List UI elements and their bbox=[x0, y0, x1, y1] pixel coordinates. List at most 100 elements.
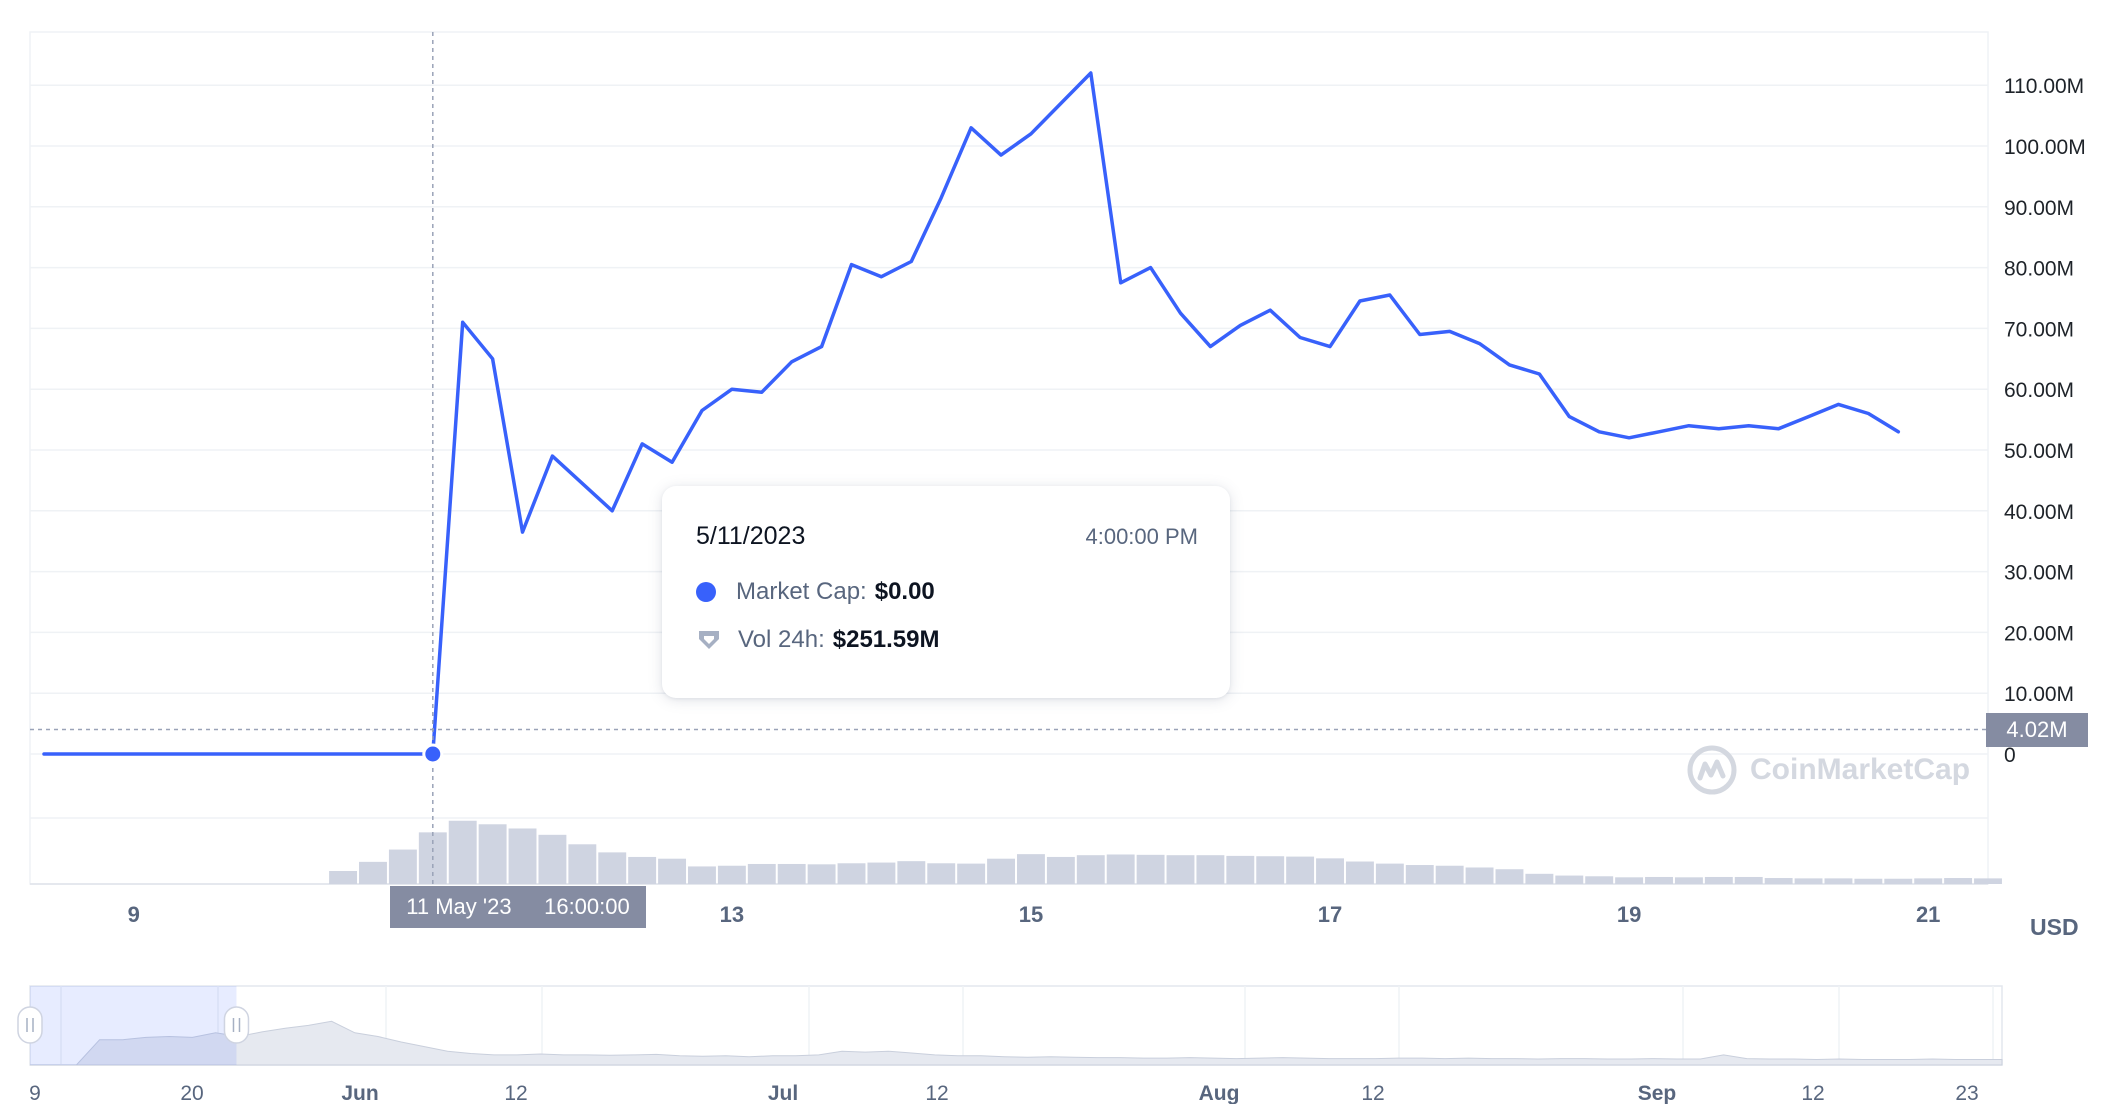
y-tick-label: 20.00M bbox=[2004, 622, 2074, 645]
volume-bar bbox=[478, 824, 507, 884]
range-navigator[interactable]: 9 20 Jun 12 Jul 12 Aug 12 Sep 12 23 bbox=[17, 985, 2003, 1104]
volume-bar bbox=[1046, 856, 1075, 884]
volume-bar bbox=[1166, 855, 1195, 884]
volume-bar bbox=[927, 863, 956, 884]
volume-bar bbox=[359, 861, 387, 884]
navigator-right-handle[interactable] bbox=[223, 1006, 250, 1044]
handle-knob bbox=[17, 1006, 43, 1044]
volume-bar bbox=[1495, 869, 1524, 884]
tooltip-market-cap-label: Market Cap: bbox=[736, 578, 867, 605]
volume-bar bbox=[568, 844, 597, 884]
tooltip-time: 4:00:00 PM bbox=[1085, 524, 1198, 549]
volume-bar bbox=[1226, 855, 1255, 884]
volume-bar bbox=[957, 863, 986, 884]
volume-bar bbox=[538, 834, 567, 884]
volume-bar bbox=[897, 861, 926, 884]
navigator-label: Jul bbox=[768, 1082, 798, 1104]
y-tick-label: 40.00M bbox=[2004, 501, 2074, 524]
volume-bar bbox=[1017, 854, 1045, 884]
tooltip-market-cap-value: $0.00 bbox=[874, 578, 935, 605]
volume-bar bbox=[1704, 876, 1733, 884]
volume-bar bbox=[747, 863, 776, 884]
volume-bar bbox=[688, 866, 716, 884]
y-tick-label: 50.00M bbox=[2004, 440, 2074, 463]
y-tick-label: 90.00M bbox=[2004, 197, 2074, 220]
volume-bar bbox=[1076, 855, 1105, 884]
y-tick-label: 0 bbox=[2004, 744, 2016, 767]
x-tick-label: 9 bbox=[128, 902, 140, 927]
navigator-label: 23 bbox=[1955, 1082, 1978, 1104]
navigator-label: 9 bbox=[29, 1082, 41, 1104]
y-tick-label: 80.00M bbox=[2004, 258, 2074, 281]
volume-bar bbox=[1884, 878, 1913, 884]
volume-bar bbox=[1615, 877, 1644, 884]
navigator-area bbox=[30, 1020, 2003, 1066]
x-tick-label: 19 bbox=[1617, 902, 1641, 927]
volume-bar bbox=[388, 849, 417, 884]
crosshair-price-label: 4.02M bbox=[1986, 713, 2088, 747]
navigator-label: 12 bbox=[925, 1082, 948, 1104]
tooltip-volume-row: Vol 24h: $251.59M bbox=[696, 626, 940, 654]
volume-bar bbox=[1405, 865, 1434, 884]
volume-bar bbox=[837, 863, 866, 884]
volume-bar bbox=[1914, 878, 1943, 884]
volume-shield-icon bbox=[699, 631, 719, 649]
x-tick-label: 13 bbox=[720, 902, 744, 927]
volume-bar bbox=[1286, 856, 1315, 884]
navigator-label: Aug bbox=[1199, 1082, 1240, 1104]
x-axis: 9 13 15 17 19 21 bbox=[128, 902, 1941, 927]
volume-bar bbox=[1734, 876, 1763, 884]
volume-bar bbox=[658, 858, 687, 884]
currency-label: USD bbox=[2030, 914, 2079, 940]
volume-bar bbox=[867, 862, 896, 884]
volume-bar bbox=[1555, 875, 1584, 884]
chart-tooltip: 5/11/2023 4:00:00 PM Market Cap: $0.00 V… bbox=[662, 486, 1230, 698]
y-tick-label: 30.00M bbox=[2004, 562, 2074, 585]
volume-bar bbox=[1944, 878, 1973, 884]
y-axis: 0 10.00M 20.00M 30.00M 40.00M 50.00M 60.00M 70.… bbox=[2004, 75, 2086, 767]
volume-bar bbox=[1106, 854, 1135, 884]
crosshair-time: 16:00:00 bbox=[544, 894, 630, 919]
tooltip-date: 5/11/2023 bbox=[696, 522, 806, 550]
market-cap-series-line bbox=[42, 71, 1901, 756]
volume-bar bbox=[807, 864, 836, 884]
coinmarketcap-watermark: CoinMarketCap bbox=[1686, 744, 1970, 796]
watermark-text: CoinMarketCap bbox=[1750, 753, 1971, 786]
volume-bar bbox=[1435, 865, 1464, 884]
volume-bar bbox=[1645, 876, 1673, 884]
volume-bar bbox=[777, 863, 806, 884]
navigator-label: Jun bbox=[341, 1082, 378, 1104]
volume-bar bbox=[717, 865, 746, 884]
x-tick-label: 21 bbox=[1916, 902, 1940, 927]
volume-bar bbox=[1585, 876, 1614, 884]
volume-bar bbox=[987, 858, 1015, 884]
volume-bar bbox=[1196, 855, 1225, 884]
navigator-left-handle[interactable] bbox=[17, 1006, 43, 1044]
volume-bar bbox=[1316, 858, 1344, 884]
volume-bar bbox=[1136, 854, 1165, 884]
y-tick-label: 70.00M bbox=[2004, 318, 2074, 341]
market-cap-dot-icon bbox=[696, 582, 716, 602]
volume-bar bbox=[508, 828, 537, 884]
volume-bar bbox=[1465, 867, 1494, 884]
crosshair-date-label: 11 May '23 16:00:00 bbox=[390, 886, 646, 928]
y-tick-label: 60.00M bbox=[2004, 379, 2074, 402]
volume-bar bbox=[1854, 878, 1883, 884]
tooltip-market-cap-row: Market Cap: $0.00 bbox=[696, 578, 935, 606]
market-cap-line bbox=[42, 71, 1901, 756]
volume-bar bbox=[329, 871, 358, 884]
volume-bar bbox=[1525, 873, 1554, 884]
navigator-label: 20 bbox=[180, 1082, 203, 1104]
volume-bar bbox=[1794, 878, 1823, 884]
volume-bar bbox=[1256, 856, 1285, 884]
navigator-label: 12 bbox=[1361, 1082, 1384, 1104]
grid-lines bbox=[29, 31, 1989, 885]
x-tick-label: 17 bbox=[1318, 902, 1342, 927]
volume-bar bbox=[1674, 877, 1703, 884]
navigator-selection bbox=[30, 986, 237, 1065]
coinmarketcap-logo-icon bbox=[1687, 745, 1737, 795]
volume-bar bbox=[1345, 861, 1374, 884]
navigator-label: 12 bbox=[1801, 1082, 1824, 1104]
crosshair-point bbox=[422, 743, 444, 765]
